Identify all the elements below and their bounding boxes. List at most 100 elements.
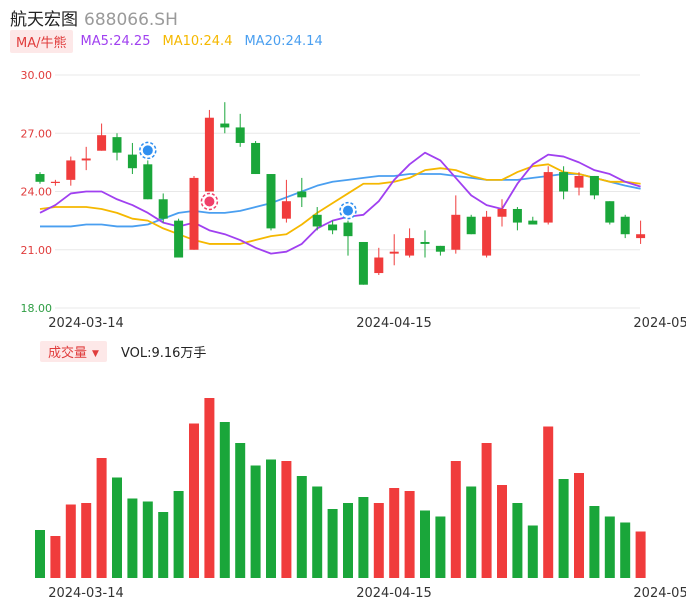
volume-bar [204, 398, 215, 578]
x-tick-label: 2024-05-15 [633, 316, 686, 331]
marker-core [142, 145, 153, 156]
ma20-label: MA20:24.14 [244, 33, 323, 49]
candle-body [497, 208, 507, 217]
caret-down-icon: ▼ [92, 348, 99, 359]
x-tick-label: 2024-03-14 [48, 316, 124, 331]
volume-bar [50, 536, 61, 578]
volume-bar [65, 504, 76, 578]
ma10-line [39, 163, 641, 245]
volume-value: VOL:9.16万手 [120, 345, 207, 361]
candle-body [281, 201, 291, 219]
candle-body [358, 241, 368, 285]
volume-bar [219, 422, 230, 578]
candle [174, 218, 184, 258]
candle [389, 234, 399, 266]
volume-indicator-selector[interactable]: 成交量 ▼ [40, 340, 107, 362]
stock-name: 航天宏图 [10, 10, 78, 30]
volume-bar [543, 426, 554, 578]
candle-body [112, 137, 122, 153]
candle [297, 177, 307, 208]
bear-marker-icon [339, 201, 357, 220]
volume-bar [266, 459, 276, 578]
candle-body [543, 172, 553, 223]
marker-core [204, 196, 215, 207]
bear-marker-icon [139, 141, 157, 160]
y-tick-label: 30.00 [21, 69, 53, 82]
candle [143, 160, 153, 200]
y-tick-label: 24.00 [21, 186, 53, 199]
volume-bar [527, 525, 538, 578]
candle-body [220, 123, 230, 128]
volume-bar [420, 510, 430, 578]
candle-body [266, 174, 276, 229]
volume-bar [343, 503, 353, 578]
volume-bar [312, 486, 323, 578]
volume-date-axis: 2024-03-14 2024-04-15 2024-05-15 [48, 586, 686, 601]
x-tick-label: 2024-04-15 [356, 316, 432, 331]
candle [528, 216, 538, 225]
volume-bar [296, 476, 307, 578]
volume-bar [112, 477, 122, 578]
candle-body [174, 220, 184, 258]
ma-indicator-selector[interactable]: MA/牛熊 [10, 29, 73, 53]
stock-code: 688066.SH [84, 10, 178, 30]
candle-body [251, 142, 261, 175]
volume-selector-label: 成交量 [48, 345, 88, 361]
candle-body [466, 216, 476, 235]
bull-bear-markers [139, 141, 357, 220]
candle-body [81, 158, 91, 161]
volume-bars [35, 398, 646, 578]
candle [543, 166, 553, 225]
volume-bar [558, 479, 569, 578]
candle-body [528, 220, 538, 225]
volume-bar [127, 498, 138, 578]
candle-body [312, 214, 322, 227]
candle-body [620, 216, 630, 235]
candle [466, 214, 476, 235]
candle [251, 141, 261, 175]
volume-bar [589, 506, 600, 578]
candle-body [189, 177, 199, 250]
volume-bar [173, 491, 184, 578]
volume-bar [450, 461, 461, 578]
candle-body [297, 191, 307, 198]
candle [81, 146, 91, 171]
volume-bar [497, 485, 507, 578]
x-tick-label: 2024-04-15 [356, 586, 432, 601]
candle [420, 230, 430, 258]
candle-body [343, 222, 353, 237]
candle [112, 133, 122, 161]
y-tick-label: 21.00 [21, 244, 53, 257]
candle [435, 245, 445, 256]
candle-body [589, 175, 599, 196]
candle-body [512, 208, 522, 223]
candle-body [158, 199, 168, 219]
candle [189, 175, 199, 250]
volume-bar [35, 530, 45, 578]
candle-body [50, 181, 60, 183]
candle [574, 172, 584, 196]
volume-bar [373, 503, 384, 578]
price-axis: 30.00 27.00 24.00 21.00 18.00 [21, 69, 53, 315]
candle [512, 207, 522, 231]
candle-body [482, 216, 492, 256]
volume-bar [389, 488, 400, 578]
volume-bar [235, 443, 246, 578]
candle [50, 179, 60, 186]
x-tick-label: 2024-05-15 [633, 586, 686, 601]
candle [497, 199, 507, 227]
bull-marker-icon [200, 192, 219, 211]
volume-bar [358, 497, 369, 578]
candle-body [420, 241, 430, 244]
candle-body [97, 135, 107, 151]
candle-body [435, 245, 445, 252]
candle [281, 179, 291, 223]
volume-bar [327, 509, 338, 578]
candle-body [143, 164, 153, 200]
candle [266, 174, 276, 231]
candle [66, 156, 76, 186]
volume-bar [604, 516, 615, 578]
volume-bar [635, 531, 646, 578]
candle-body [636, 234, 646, 239]
